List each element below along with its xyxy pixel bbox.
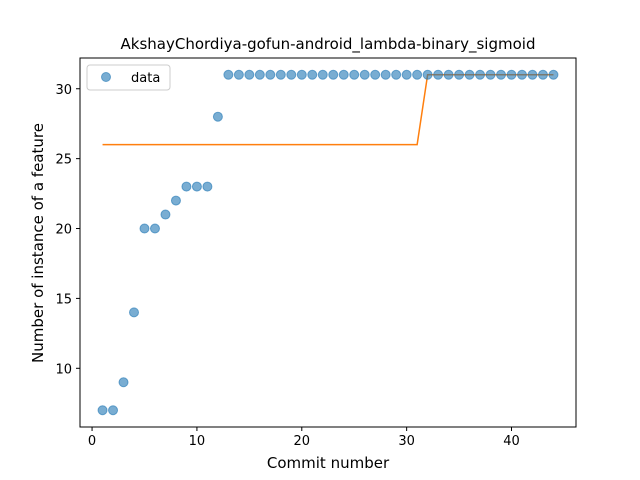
y-tick-label: 30 [55, 83, 72, 98]
data-point [371, 70, 380, 79]
data-point [444, 70, 453, 79]
x-tick-label: 40 [503, 434, 520, 449]
data-point [109, 406, 118, 415]
y-tick-label: 20 [55, 223, 72, 238]
data-point [329, 70, 338, 79]
data-point [182, 182, 191, 191]
data-point [130, 308, 139, 317]
data-point [528, 70, 537, 79]
data-point [402, 70, 411, 79]
data-point [538, 70, 547, 79]
data-point [287, 70, 296, 79]
data-point [308, 70, 317, 79]
y-axis-label: Number of instance of a feature [29, 123, 47, 363]
data-point [297, 70, 306, 79]
data-point [360, 70, 369, 79]
data-point [476, 70, 485, 79]
data-point [486, 70, 495, 79]
data-point [392, 70, 401, 79]
data-point [245, 70, 254, 79]
data-point [318, 70, 327, 79]
data-point [381, 70, 390, 79]
legend: data [87, 65, 170, 90]
x-axis-label: Commit number [267, 454, 390, 472]
data-point [171, 196, 180, 205]
legend-marker-data [102, 73, 111, 82]
data-point [161, 210, 170, 219]
x-tick-label: 0 [88, 434, 96, 449]
x-tick-label: 30 [398, 434, 415, 449]
data-point [455, 70, 464, 79]
data-point [276, 70, 285, 79]
data-point [350, 70, 359, 79]
data-point [413, 70, 422, 79]
data-point [234, 70, 243, 79]
data-point [224, 70, 233, 79]
y-tick-label: 15 [55, 292, 72, 307]
data-point [507, 70, 516, 79]
data-point [465, 70, 474, 79]
data-point [266, 70, 275, 79]
data-point [434, 70, 443, 79]
x-tick-label: 10 [189, 434, 206, 449]
legend-label-data: data [131, 71, 160, 86]
data-point [549, 70, 558, 79]
data-point [192, 182, 201, 191]
data-point [203, 182, 212, 191]
data-point [423, 70, 432, 79]
y-tick-label: 10 [55, 362, 72, 377]
x-tick-label: 20 [294, 434, 311, 449]
data-point [255, 70, 264, 79]
data-point [497, 70, 506, 79]
data-point [150, 224, 159, 233]
y-tick-label: 25 [55, 153, 72, 168]
data-point [339, 70, 348, 79]
chart-title: AkshayChordiya-gofun-android_lambda-bina… [121, 35, 536, 54]
data-point [517, 70, 526, 79]
data-point [98, 406, 107, 415]
data-point [140, 224, 149, 233]
data-point [213, 112, 222, 121]
data-point [119, 378, 128, 387]
